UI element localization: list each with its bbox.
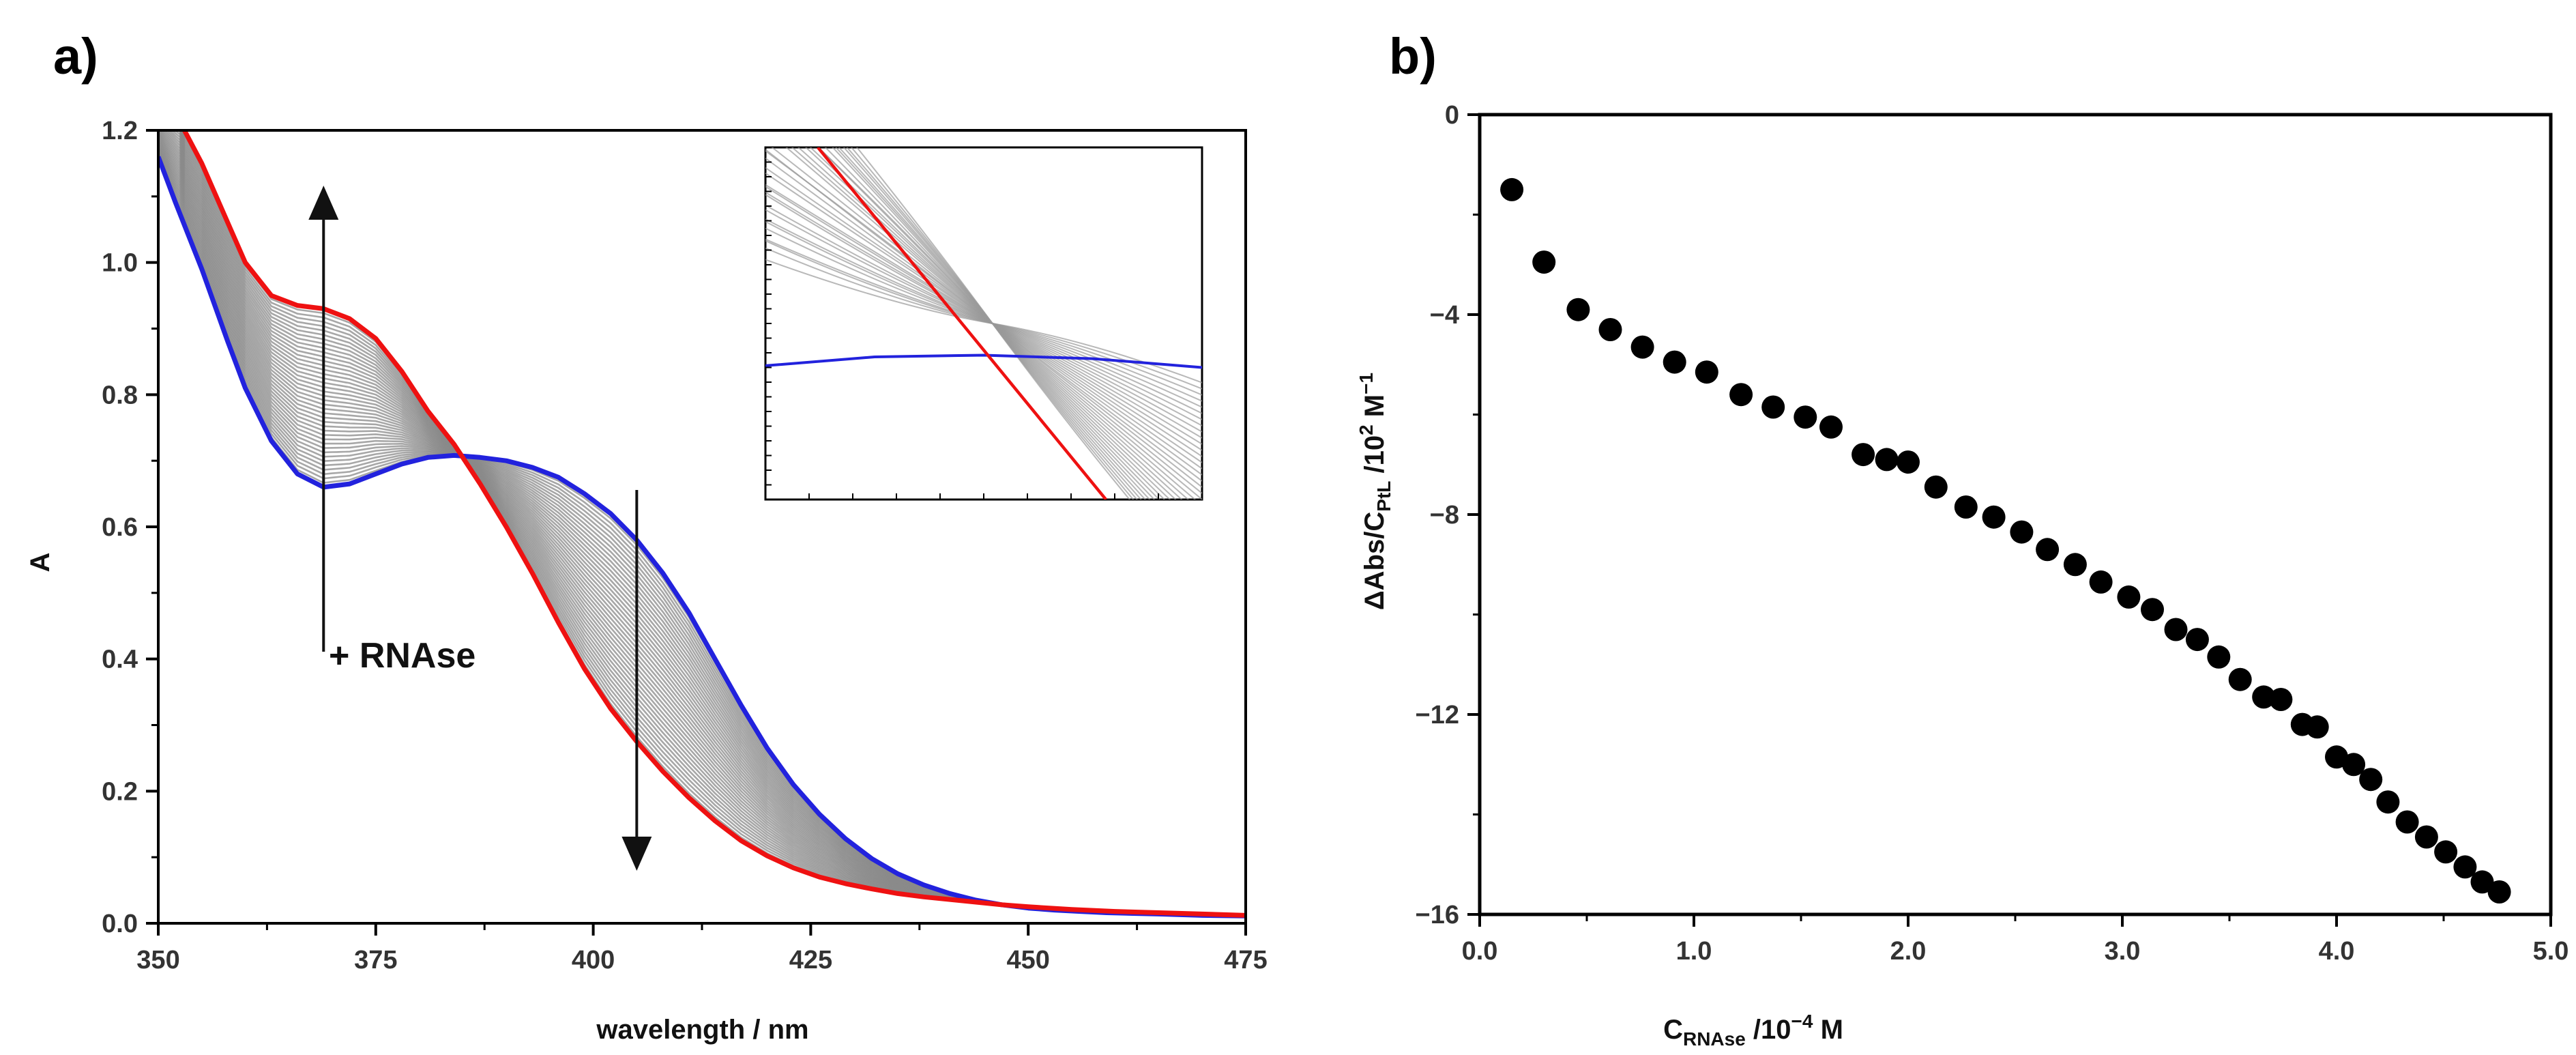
data-point: [1695, 360, 1718, 384]
y-tick-label-a: 0.6: [102, 513, 138, 542]
data-point: [2117, 586, 2140, 609]
data-point: [2359, 768, 2382, 791]
x-axis-title-b: CRNAse /10−4 M: [1663, 1011, 1843, 1050]
x-tick-label-a: 425: [789, 946, 832, 974]
x-tick-label-b: 3.0: [2105, 937, 2141, 966]
data-point: [1897, 450, 1920, 474]
data-point: [2306, 715, 2329, 738]
data-point: [1852, 443, 1875, 466]
y-tick-label-a: 0.2: [102, 777, 138, 806]
x-tick-label-a: 400: [572, 946, 615, 974]
data-point: [1819, 416, 1843, 439]
x-tick-label-b: 4.0: [2319, 937, 2355, 966]
y-tick-label-a: 0.8: [102, 381, 138, 409]
arrow-down-head: [621, 837, 652, 871]
data-point: [1729, 383, 1753, 406]
x-tick-label-a: 375: [354, 946, 397, 974]
x-tick-label-b: 1.0: [1676, 937, 1712, 966]
data-point: [2165, 618, 2188, 641]
data-point: [1924, 476, 1948, 499]
data-point: [2207, 646, 2230, 669]
data-point: [1566, 298, 1590, 321]
figure: a) 350 375 400 425 450 475 0.0 0.2 0.4 0.6 0.8 1.0 1…: [0, 0, 2576, 1055]
scatter-points: [1500, 178, 2511, 904]
y-tick-label-a: 0.0: [102, 910, 138, 938]
data-point: [2434, 840, 2457, 863]
data-point: [1761, 396, 1785, 419]
panel-a-label: a): [53, 28, 98, 85]
data-point: [2141, 598, 2164, 621]
data-point: [2229, 668, 2252, 691]
x-tick-label-b: 0.0: [1462, 937, 1498, 966]
y-axis-title-a: A: [25, 553, 55, 573]
x-tick-label-a: 350: [136, 946, 179, 974]
data-point: [2269, 688, 2292, 711]
data-point: [2036, 538, 2059, 561]
rnase-annotation: + RNAse: [329, 636, 475, 676]
data-point: [2376, 790, 2399, 813]
data-point: [1794, 405, 1817, 429]
arrow-up-head: [308, 186, 338, 220]
inset-plot: [765, 35, 1202, 586]
y-tick-label-a: 1.0: [102, 249, 138, 278]
data-point: [2488, 880, 2511, 904]
data-point: [1875, 448, 1899, 471]
y-axis-title-b: ΔAbs/CPtL /102 M−1: [1356, 373, 1394, 610]
data-point: [2186, 628, 2209, 651]
panel-b: b) 0.0 1.0 2.0 3.0 4.0 5.0 0 −4 −8 −12 −16 CRNAse …: [1356, 28, 2568, 1050]
x-tick-label-a: 450: [1006, 946, 1049, 974]
data-point: [2090, 570, 2113, 594]
data-point: [1500, 178, 1523, 201]
data-point: [1663, 351, 1686, 374]
panel-b-axes: 0.0 1.0 2.0 3.0 4.0 5.0 0 −4 −8 −12 −16: [1416, 101, 2569, 966]
data-point: [1631, 336, 1654, 359]
y-tick-label-a: 1.2: [102, 117, 138, 145]
y-tick-label-b: −12: [1416, 701, 1459, 729]
y-tick-label-b: −4: [1430, 301, 1459, 330]
y-tick-label-b: −8: [1430, 501, 1459, 530]
data-point: [1532, 250, 1555, 274]
data-point: [2396, 811, 2419, 834]
data-point: [1982, 506, 2006, 529]
data-point: [1955, 495, 1978, 519]
data-point: [1599, 318, 1622, 341]
panel-a: a) 350 375 400 425 450 475 0.0 0.2 0.4 0.6 0.8 1.0 1…: [25, 28, 1268, 1045]
y-tick-label-b: 0: [1445, 101, 1459, 130]
y-tick-label-a: 0.4: [102, 646, 138, 674]
data-point: [2415, 826, 2438, 849]
x-tick-label-b: 2.0: [1890, 937, 1927, 966]
data-point: [2064, 553, 2087, 576]
panel-b-label: b): [1389, 28, 1437, 85]
x-tick-label-a: 475: [1224, 946, 1267, 974]
x-axis-title-a: wavelength / nm: [596, 1015, 808, 1045]
data-point: [2010, 521, 2033, 544]
x-tick-label-b: 5.0: [2533, 937, 2569, 966]
y-tick-label-b: −16: [1416, 901, 1459, 929]
